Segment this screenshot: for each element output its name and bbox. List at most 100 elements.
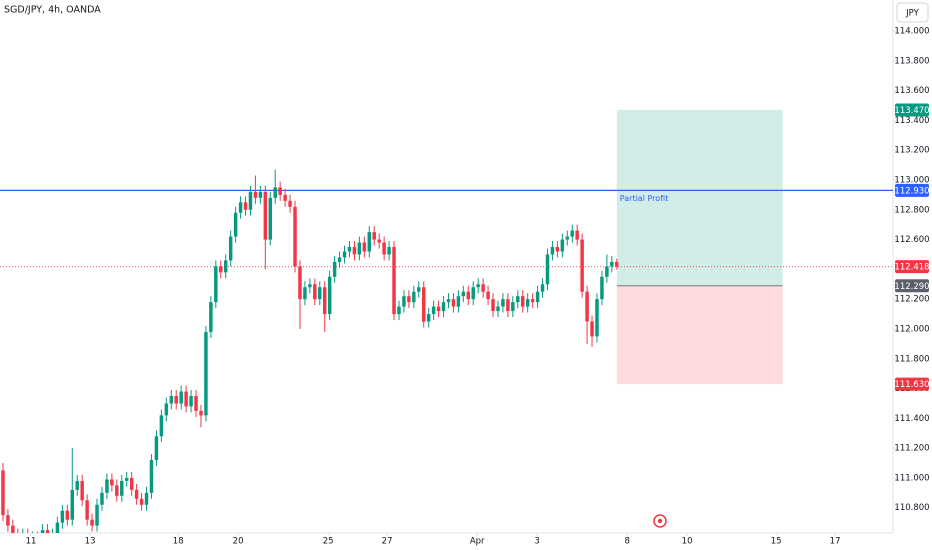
y-tick-label: 111.800 [894, 354, 929, 364]
partial-profit-label: Partial Profit [620, 194, 669, 203]
candle-body [60, 510, 65, 523]
candle-body [525, 299, 530, 307]
candle-body [85, 500, 89, 520]
candle-body [615, 261, 619, 267]
candle-body [233, 212, 238, 237]
candle-body [565, 236, 570, 240]
x-tick-label: 13 [85, 537, 96, 547]
candle-body [421, 287, 426, 322]
currency-button[interactable] [896, 2, 929, 23]
price-badge [895, 260, 929, 274]
candle-body [570, 230, 574, 237]
candle-body [263, 191, 268, 240]
price-badge-label: 113.470 [894, 106, 929, 116]
candle-body [288, 200, 292, 207]
candle-body [139, 498, 144, 505]
x-tick-label: 18 [173, 537, 184, 547]
candle-body [144, 492, 149, 505]
candle-body [511, 302, 515, 312]
candle-body [154, 436, 159, 461]
candle-body [70, 489, 75, 520]
candle-body [1, 470, 5, 516]
candle-body [45, 530, 50, 533]
candle-body [540, 284, 545, 292]
candle-body [204, 331, 208, 416]
price-badge [895, 279, 929, 293]
candle-body [481, 284, 485, 292]
y-tick-label: 112.200 [894, 295, 929, 305]
candle-body [431, 306, 436, 315]
candle-body [258, 191, 263, 198]
candle-body [397, 306, 401, 315]
y-tick-label: 114.000 [894, 26, 929, 36]
candle-body [476, 284, 480, 288]
candle-body [100, 492, 104, 505]
candle-body [377, 239, 381, 243]
candle-body [189, 395, 193, 407]
candle-body [268, 197, 273, 240]
candle-body [105, 479, 109, 493]
candle-body [298, 266, 302, 300]
candle-body [605, 266, 609, 277]
price-badge-label: 112.290 [894, 282, 929, 292]
y-tick-label: 113.600 [894, 86, 929, 96]
y-tick-label: 112.800 [894, 205, 929, 215]
x-tick-label: 11 [26, 537, 37, 547]
candle-body [357, 242, 362, 255]
candle-body [253, 191, 258, 198]
candle-body [194, 395, 198, 411]
candle-body [372, 232, 376, 240]
candle-body [456, 296, 461, 307]
candle-body [308, 284, 312, 288]
candle-body [580, 239, 584, 292]
candle-body [352, 247, 357, 255]
candle-body [169, 395, 174, 404]
candle-body [446, 299, 451, 303]
candle-body [322, 287, 327, 315]
candle-body [332, 261, 337, 277]
candle-body [223, 260, 228, 273]
candle-body [115, 485, 119, 496]
candle-body [590, 321, 594, 337]
profit-zone [616, 109, 783, 286]
candle-body [283, 194, 287, 201]
candle-body [214, 266, 218, 303]
price-badge-label: 112.418 [894, 263, 929, 273]
y-tick-label: 113.800 [894, 56, 929, 66]
candle-body [6, 515, 10, 526]
alert-icon[interactable] [653, 514, 667, 528]
price-badge [895, 103, 929, 117]
candle-body [243, 202, 248, 210]
y-tick-label: 111.400 [894, 414, 929, 424]
candle-body [90, 519, 94, 526]
candle-body [209, 302, 213, 332]
candle-body [387, 247, 391, 255]
y-tick-label: 112.600 [894, 235, 929, 245]
candle-body [407, 296, 411, 303]
candle-body [436, 306, 441, 312]
candle-body [159, 415, 164, 437]
chart-title: SGD/JPY, 4h, OANDA [4, 5, 101, 16]
candle-body [313, 284, 317, 300]
candle-body [575, 230, 579, 240]
price-badge-label: 112.930 [894, 186, 929, 196]
currency-label[interactable]: JPY [905, 9, 919, 19]
y-tick-label: 113.400 [894, 116, 929, 126]
candle-body [466, 291, 471, 300]
candle-body [80, 480, 84, 501]
candle-body [95, 504, 99, 526]
candle-body [402, 296, 406, 307]
candle-body [219, 266, 223, 273]
candle-body [278, 187, 282, 195]
x-tick-label: 25 [323, 537, 334, 547]
candle-body [11, 525, 15, 533]
candle-body [110, 479, 114, 486]
candle-body [129, 477, 134, 490]
y-tick-label: 113.000 [894, 175, 929, 185]
candle-body [516, 296, 520, 303]
candle-body [179, 391, 183, 404]
candle-body [520, 296, 525, 307]
candle-body [471, 287, 475, 300]
candle-body [530, 299, 535, 303]
y-tick-label: 112.000 [894, 324, 929, 334]
